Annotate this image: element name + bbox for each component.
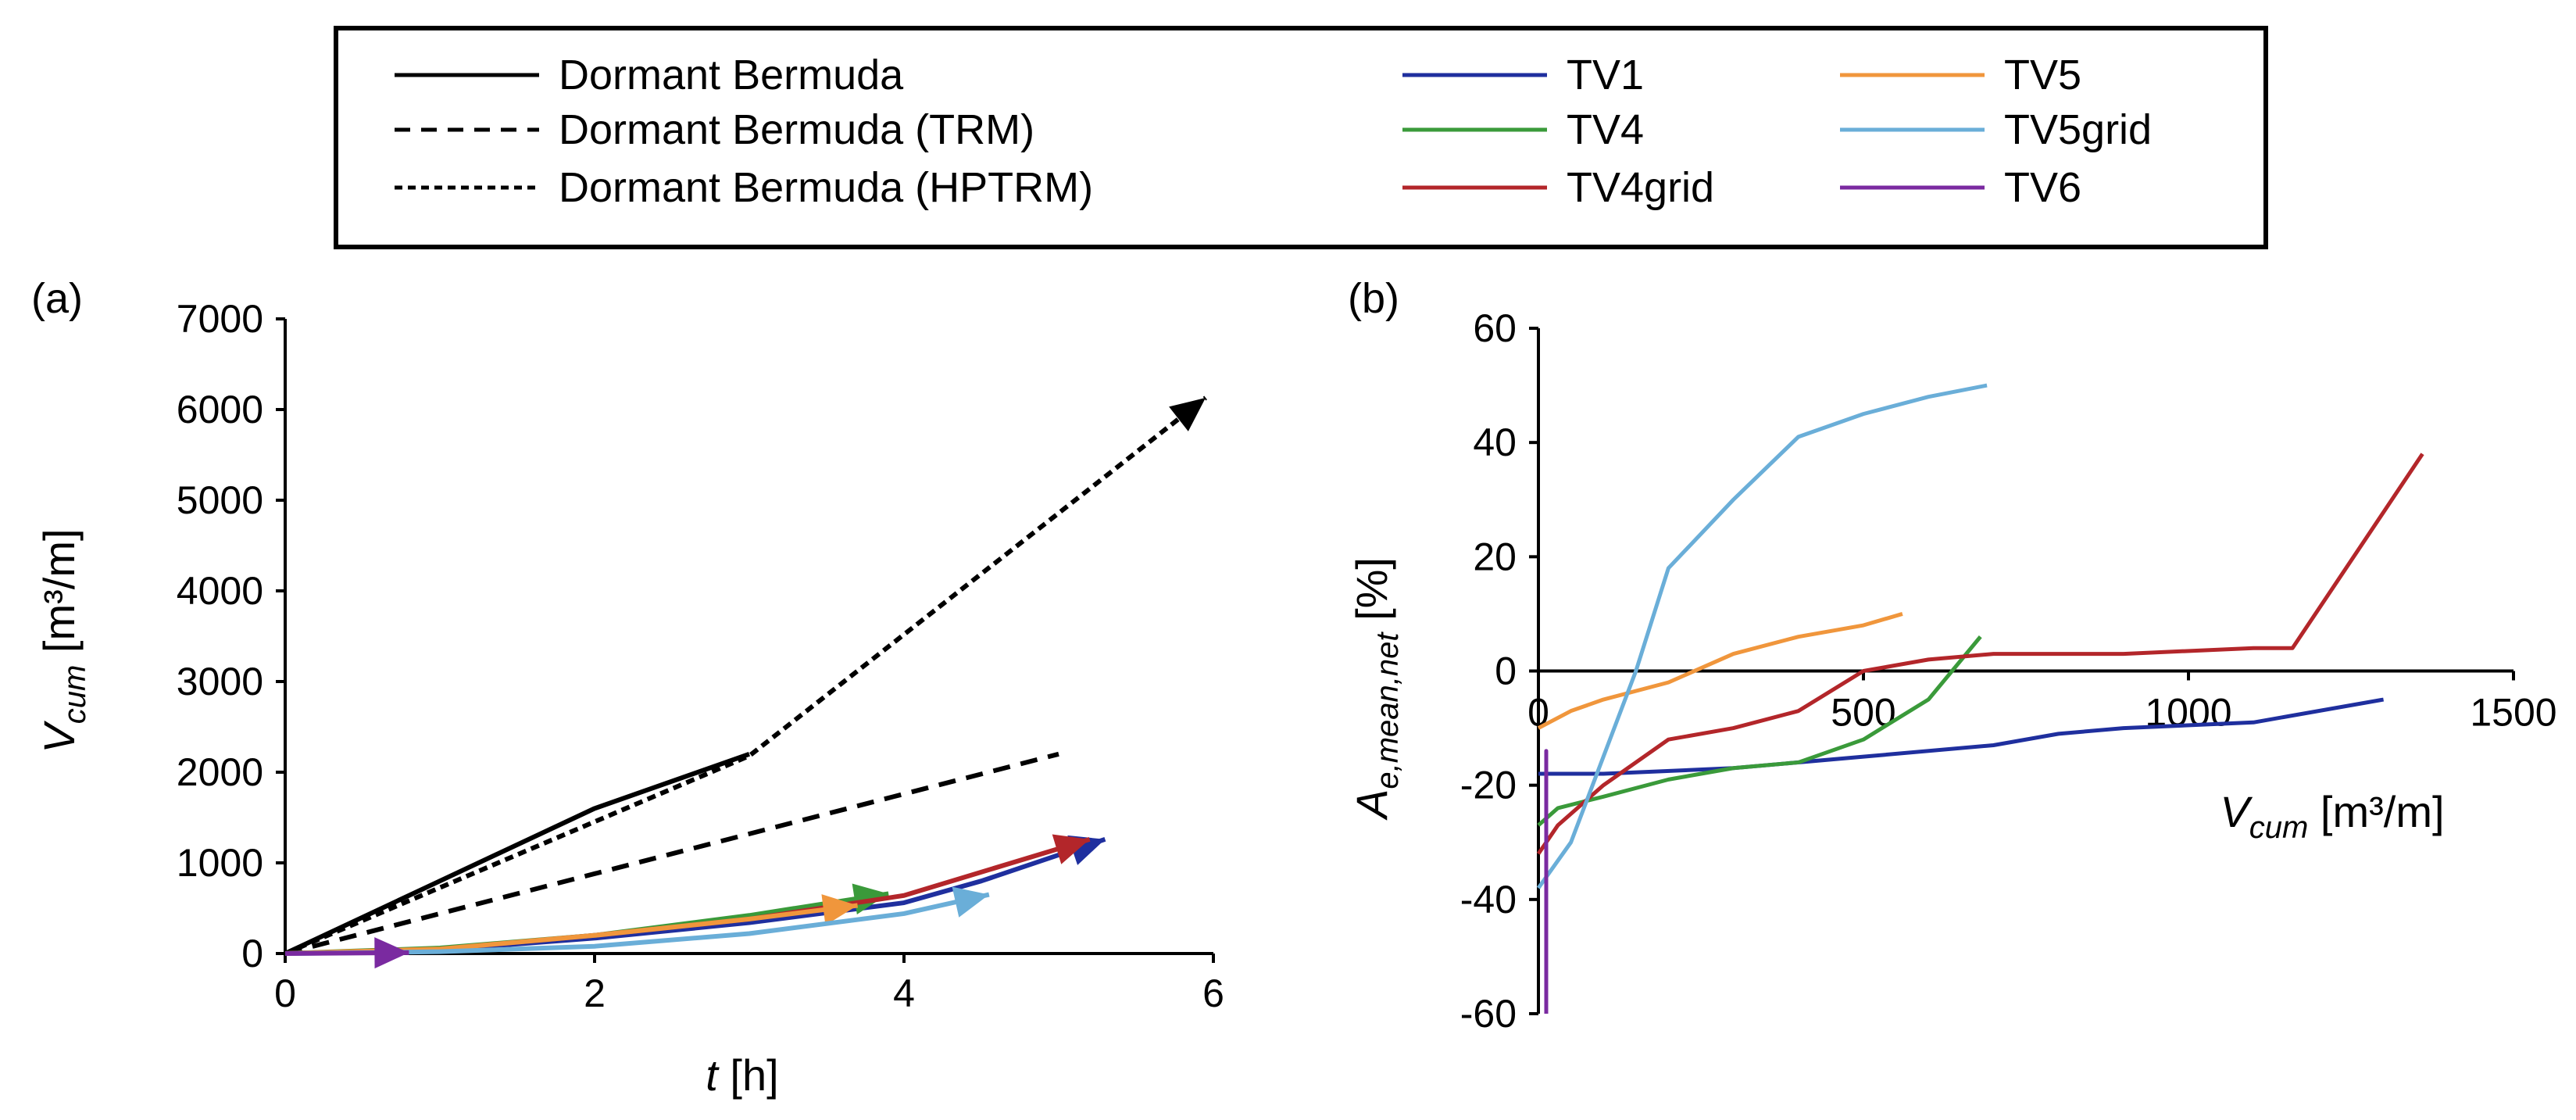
y-axis-sub: e,mean,net <box>1370 632 1405 789</box>
x-axis-unit: [m³/m] <box>2308 787 2444 836</box>
panel-label: (a) <box>31 275 83 322</box>
arrowhead <box>952 886 989 918</box>
x-tick-label: 2 <box>584 972 606 1015</box>
legend-entry-tv5: TV5 <box>1840 52 2081 98</box>
series-line <box>1536 383 1988 889</box>
x-tick-label: 0 <box>274 972 296 1015</box>
series-dormant-bermuda-hptrm- <box>284 395 1207 956</box>
legend-entry-tv4grid: TV4grid <box>1402 164 1714 211</box>
series-line <box>284 395 1207 956</box>
legend-entry-tv1: TV1 <box>1402 52 1644 98</box>
series-tv6 <box>284 937 409 969</box>
series-tv5 <box>284 894 858 956</box>
series-line <box>284 751 1059 956</box>
y-tick-label: 6000 <box>177 388 263 431</box>
panel-a-series <box>284 395 1207 969</box>
legend-box <box>334 26 2268 249</box>
y-axis-sub: cum <box>58 665 92 725</box>
series-line <box>284 892 990 956</box>
legend-entry-tv5grid: TV5grid <box>1840 106 2152 153</box>
x-axis-var: V <box>2220 787 2253 836</box>
y-tick-label: 4000 <box>177 569 263 613</box>
panel-b-series <box>1536 383 2424 1014</box>
series-line <box>1536 453 2424 855</box>
panel-label: (b) <box>1348 275 1399 322</box>
y-tick-label: 0 <box>241 932 263 975</box>
series-dormant-bermuda <box>284 751 750 956</box>
legend-label: TV5 <box>2004 52 2081 98</box>
legend-entry-dormant-bermuda: Dormant Bermuda <box>395 52 904 98</box>
series-tv5grid <box>284 886 990 956</box>
arrowhead <box>374 937 409 969</box>
series-line <box>284 751 750 956</box>
legend-entry-tv6: TV6 <box>1840 164 2081 211</box>
x-axis-title: t [h] <box>706 1050 778 1100</box>
y-tick-label: 7000 <box>177 297 263 341</box>
y-tick-label: -20 <box>1460 764 1517 807</box>
legend-entry-tv4: TV4 <box>1402 106 1644 153</box>
x-tick-label: 4 <box>893 972 915 1015</box>
series-line <box>1537 612 1903 730</box>
y-tick-label: 1000 <box>177 841 263 885</box>
x-axis-var: t <box>706 1050 720 1100</box>
legend-label: TV1 <box>1567 52 1644 98</box>
legend-entry-dormant-bermuda-hptrm: Dormant Bermuda (HPTRM) <box>395 164 1093 211</box>
legend-label: TV4grid <box>1567 164 1714 211</box>
y-tick-label: 5000 <box>177 478 263 522</box>
y-tick-label: -40 <box>1460 878 1517 921</box>
x-axis-title: Vcum [m³/m] <box>2220 787 2444 845</box>
arrowhead <box>1169 397 1206 431</box>
panel-a-axes: 0 2 4 6 0 1000 2000 3000 4000 5000 6000 7000 <box>177 297 1224 1015</box>
legend-label: TV5grid <box>2004 106 2152 153</box>
series-tv5 <box>1537 612 1903 730</box>
y-tick-label: 0 <box>1495 649 1517 693</box>
y-axis-var: A <box>1347 789 1396 821</box>
legend-entry-dormant-bermuda-trm: Dormant Bermuda (TRM) <box>395 106 1034 153</box>
y-axis-unit: [%] <box>1347 557 1396 632</box>
series-tv5grid <box>1536 383 1988 889</box>
y-axis-title: Vcum [m³/m] <box>34 528 92 753</box>
y-tick-label: 20 <box>1473 535 1517 578</box>
y-tick-label: 40 <box>1473 420 1517 464</box>
x-tick-label: 1500 <box>2470 691 2556 735</box>
series-tv1 <box>1538 697 2385 776</box>
legend-label: TV4 <box>1567 106 1644 153</box>
series-line <box>1537 635 1982 827</box>
arrowhead <box>821 894 858 925</box>
arrowhead <box>1052 834 1090 864</box>
legend-label: TV6 <box>2004 164 2081 211</box>
legend: Dormant Bermuda Dormant Bermuda (TRM) Do… <box>334 26 2268 249</box>
y-tick-label: 3000 <box>177 660 263 703</box>
panel-a: (a) 0 2 4 6 0 1000 2000 3000 4000 5000 6000 7000 t … <box>31 275 1224 1100</box>
legend-label: Dormant Bermuda <box>559 52 904 98</box>
legend-label: Dormant Bermuda (HPTRM) <box>559 164 1093 211</box>
x-axis-unit: [h] <box>718 1050 779 1100</box>
legend-label: Dormant Bermuda (TRM) <box>559 106 1034 153</box>
x-tick-label: 6 <box>1202 972 1224 1015</box>
y-tick-label: 60 <box>1473 306 1517 350</box>
y-axis-unit: [m³/m] <box>34 528 84 664</box>
series-tv4grid <box>1536 453 2424 855</box>
series-dormant-bermuda-trm- <box>284 751 1059 956</box>
y-tick-label: 2000 <box>177 750 263 794</box>
series-tv4 <box>1537 635 1982 827</box>
series-line <box>1538 697 2385 776</box>
x-axis-sub: cum <box>2249 810 2309 845</box>
y-tick-label: -60 <box>1460 992 1517 1036</box>
y-axis-var: V <box>34 721 84 753</box>
y-axis-title: Ae,mean,net [%] <box>1347 557 1405 821</box>
